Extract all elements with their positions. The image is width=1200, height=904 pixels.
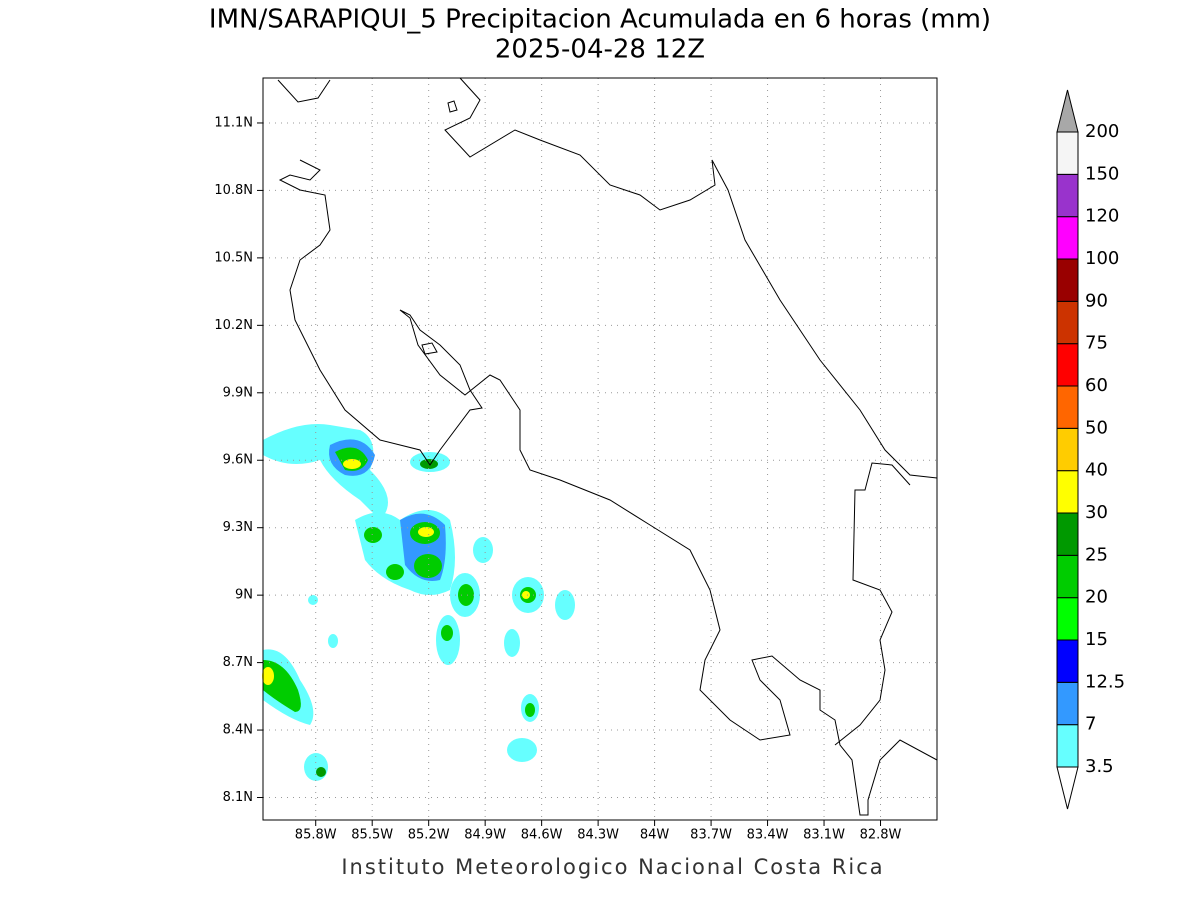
colorbar-label: 25	[1085, 544, 1108, 565]
x-tick-label: 84.9W	[464, 828, 506, 843]
title-line: IMN/SARAPIQUI_5 Precipitacion Acumulada …	[209, 5, 991, 35]
colorbar-segment	[1056, 216, 1079, 260]
colorbar-under	[1056, 766, 1079, 810]
colorbar-segment	[1056, 470, 1079, 514]
coastline	[277, 79, 331, 103]
x-tick-label: 83.1W	[803, 828, 845, 843]
coastline	[447, 100, 458, 113]
colorbar-label: 200	[1085, 121, 1119, 142]
x-tick-label: 84W	[640, 828, 670, 843]
colorbar-segment	[1056, 639, 1079, 683]
map-frame	[262, 77, 938, 821]
colorbar-segment	[1056, 131, 1079, 175]
footer: Instituto Meteorologico Nacional Costa R…	[341, 855, 884, 879]
x-tick-label: 83.7W	[690, 828, 732, 843]
grid	[263, 78, 937, 820]
colorbar-segment	[1056, 385, 1079, 429]
colorbar-over	[1056, 89, 1079, 133]
x-tick-label: 85.5W	[351, 828, 393, 843]
precip-area	[441, 625, 453, 641]
colorbar-label: 120	[1085, 206, 1119, 227]
precip-area	[262, 667, 274, 685]
colorbar-label: 20	[1085, 587, 1108, 608]
precip-area	[304, 753, 328, 781]
colorbar-label: 7	[1085, 714, 1096, 735]
title-line: 2025-04-28 12Z	[495, 35, 705, 65]
colorbar-label: 3.5	[1085, 756, 1114, 777]
x-tick-label: 82.8W	[860, 828, 902, 843]
y-tick-label: 9.6N	[223, 453, 253, 468]
colorbar-segment	[1056, 597, 1079, 641]
precip-area	[458, 584, 474, 606]
y-tick-label: 10.2N	[214, 318, 253, 333]
y-tick-label: 8.4N	[223, 723, 253, 738]
colorbar-label: 30	[1085, 502, 1108, 523]
colorbar-segment	[1056, 427, 1079, 472]
colorbar-segment	[1056, 300, 1079, 345]
coastlines	[277, 77, 938, 816]
precip-area	[308, 595, 318, 605]
precip-area	[473, 537, 493, 563]
precip-area	[414, 554, 442, 578]
coastline	[278, 159, 938, 816]
precip-area	[386, 564, 404, 580]
colorbar-segment	[1056, 173, 1079, 218]
x-tick-label: 84.6W	[521, 828, 563, 843]
colorbar-label: 150	[1085, 163, 1119, 184]
precip-area	[364, 527, 382, 543]
precip-area	[328, 634, 338, 648]
axes: 85.8W 85.5W 85.2W 84.9W 84.6W 84.3W 84W 83.7W 83…	[214, 115, 901, 842]
y-tick-label: 9.9N	[223, 385, 253, 400]
colorbar-segment	[1056, 343, 1079, 387]
colorbar-label: 75	[1085, 333, 1108, 354]
y-tick-label: 11.1N	[214, 115, 253, 130]
y-tick-label: 9.3N	[223, 520, 253, 535]
colorbar-segment	[1056, 681, 1079, 726]
x-tick-label: 84.3W	[577, 828, 619, 843]
precipitation	[262, 424, 575, 781]
precip-area	[504, 629, 520, 657]
colorbar-label: 15	[1085, 629, 1108, 650]
colorbar-label: 40	[1085, 460, 1108, 481]
colorbar-segment	[1056, 554, 1079, 599]
colorbar-label: 50	[1085, 417, 1108, 438]
precip-area	[507, 738, 537, 762]
precip-area	[418, 527, 434, 537]
coastline	[834, 462, 911, 746]
y-tick-label: 10.8N	[214, 183, 253, 198]
colorbar-label: 100	[1085, 248, 1119, 269]
precip-area	[343, 459, 361, 469]
coastline	[444, 77, 938, 479]
colorbar-segment	[1056, 258, 1079, 302]
y-tick-label: 8.7N	[223, 655, 253, 670]
x-tick-label: 85.8W	[295, 828, 337, 843]
y-tick-label: 10.5N	[214, 250, 253, 265]
x-tick-label: 85.2W	[408, 828, 450, 843]
colorbar-label: 60	[1085, 375, 1108, 396]
precip-area	[316, 767, 326, 777]
precip-area	[522, 591, 530, 599]
y-tick-label: 9N	[235, 588, 253, 603]
precip-area	[555, 590, 575, 620]
colorbar-label: 90	[1085, 290, 1108, 311]
coastline	[421, 342, 438, 355]
colorbar: 3.5 7 12.5 15 20 25 30 40 50 60 75 90 100 120 150 200	[1056, 89, 1125, 810]
colorbar-segment	[1056, 724, 1079, 768]
y-tick-label: 8.1N	[223, 790, 253, 805]
x-tick-label: 83.4W	[747, 828, 789, 843]
colorbar-label: 12.5	[1085, 671, 1125, 692]
colorbar-segment	[1056, 512, 1079, 556]
precip-area	[525, 703, 535, 717]
